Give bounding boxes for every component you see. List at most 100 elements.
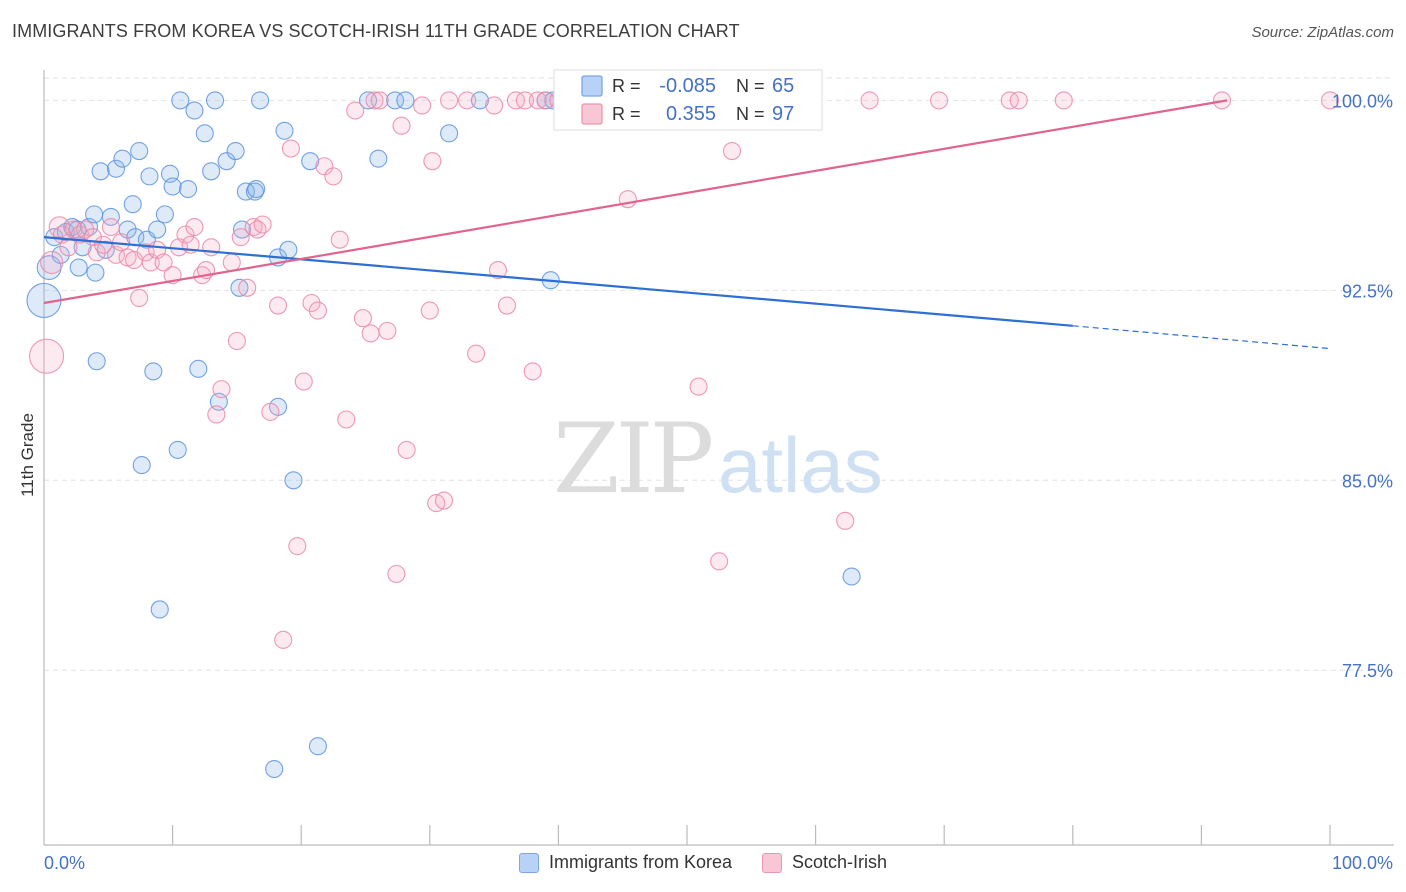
stats-r-value-korea: -0.085 — [659, 75, 716, 97]
point-scotch-irish — [836, 511, 855, 530]
point-korea — [369, 149, 388, 168]
point-scotch-irish — [29, 338, 65, 374]
point-scotch-irish — [76, 220, 95, 239]
y-tick-label: 100.0% — [1332, 91, 1393, 111]
point-scotch-irish — [346, 101, 365, 120]
x-tick-labels: 0.0% 100.0% — [44, 853, 1393, 873]
point-korea — [85, 205, 104, 224]
point-scotch-irish — [467, 344, 486, 363]
point-scotch-irish — [722, 141, 742, 161]
y-tick-labels: 77.5% 85.0% 92.5% 100.0% — [1332, 91, 1393, 681]
legend-label-scotch-irish: Scotch-Irish — [792, 852, 888, 872]
legend-swatch-scotch-irish — [762, 852, 783, 873]
point-korea — [155, 205, 174, 224]
legend-item-scotch-irish[interactable]: Scotch-Irish — [762, 852, 887, 873]
point-scotch-irish — [248, 220, 267, 239]
legend-item-korea[interactable]: Immigrants from Korea — [518, 852, 732, 873]
point-scotch-irish — [130, 288, 149, 307]
stats-n-label-scotch-irish: N = — [736, 104, 765, 124]
point-scotch-irish — [227, 331, 246, 351]
point-scotch-irish — [324, 167, 343, 186]
point-scotch-irish — [330, 230, 349, 249]
point-scotch-irish — [94, 235, 113, 254]
point-korea — [842, 567, 861, 586]
x-tick-label-min: 0.0% — [44, 853, 85, 873]
point-korea — [440, 124, 459, 143]
legend-swatch-korea — [518, 852, 539, 873]
point-scotch-irish — [423, 152, 442, 171]
trend-line-scotch-irish — [43, 99, 1228, 305]
point-scotch-irish — [497, 296, 517, 315]
point-scotch-irish — [370, 91, 389, 110]
point-korea — [470, 91, 490, 110]
point-korea — [140, 167, 159, 186]
point-scotch-irish — [930, 91, 949, 110]
point-korea — [123, 195, 142, 214]
point-scotch-irish — [523, 362, 542, 381]
point-korea — [101, 207, 120, 226]
point-scotch-irish — [253, 215, 272, 234]
point-korea — [178, 179, 198, 199]
point-scotch-irish — [458, 91, 477, 110]
y-tick-label: 92.5% — [1342, 281, 1393, 301]
point-scotch-irish — [101, 217, 120, 237]
point-scotch-irish — [361, 324, 380, 343]
point-scotch-irish — [294, 372, 313, 391]
point-scotch-irish — [420, 301, 439, 320]
stats-legend: R = -0.085 N = 65 R = 0.355 N = 97 — [553, 69, 823, 131]
point-scotch-irish — [288, 537, 307, 556]
point-scotch-irish — [302, 293, 321, 313]
point-scotch-irish — [231, 228, 250, 247]
point-korea — [132, 456, 151, 475]
point-korea — [202, 162, 221, 181]
point-korea — [205, 91, 225, 110]
point-scotch-irish — [397, 440, 416, 459]
point-scotch-irish — [365, 91, 384, 110]
stats-r-label-scotch-irish: R = — [612, 104, 641, 124]
point-scotch-irish — [202, 238, 221, 257]
gridlines — [44, 77, 1390, 671]
point-korea — [230, 278, 249, 297]
point-korea — [308, 737, 327, 756]
point-scotch-irish — [238, 278, 257, 297]
point-scotch-irish — [315, 157, 334, 176]
point-scotch-irish — [413, 96, 432, 115]
point-korea — [87, 352, 106, 371]
point-korea — [386, 91, 405, 110]
point-korea — [86, 263, 105, 282]
point-korea — [284, 471, 303, 490]
stats-n-label-korea: N = — [736, 76, 765, 96]
point-scotch-irish — [212, 380, 231, 399]
point-korea — [163, 177, 182, 196]
point-scotch-irish — [378, 321, 397, 340]
stats-swatch-scotch-irish — [581, 103, 603, 125]
point-scotch-irish — [222, 253, 241, 272]
point-scotch-irish — [337, 410, 356, 429]
point-scotch-irish — [1320, 91, 1340, 110]
trend-line-korea-extension — [1072, 325, 1331, 350]
point-korea — [275, 121, 294, 140]
point-scotch-irish — [261, 402, 280, 421]
point-scotch-irish — [136, 243, 155, 262]
point-korea — [69, 258, 88, 277]
y-tick-label: 85.0% — [1342, 471, 1393, 491]
point-scotch-irish — [1054, 91, 1073, 110]
point-scotch-irish — [40, 250, 64, 275]
point-korea — [171, 91, 190, 110]
point-korea — [189, 359, 208, 378]
point-scotch-irish — [1009, 91, 1028, 110]
point-scotch-irish — [515, 91, 535, 110]
point-scotch-irish — [308, 301, 327, 320]
point-korea — [168, 440, 187, 459]
point-korea — [217, 152, 236, 171]
point-korea — [250, 91, 270, 110]
stats-n-value-korea: 65 — [772, 75, 794, 97]
point-scotch-irish — [488, 261, 508, 280]
watermark-atlas: atlas — [718, 421, 883, 509]
point-korea — [195, 124, 214, 143]
point-scotch-irish — [528, 91, 547, 110]
watermark: ZIP atlas — [553, 403, 883, 515]
stats-r-label-korea: R = — [612, 76, 641, 96]
point-scotch-irish — [387, 564, 406, 584]
trend-line-korea — [43, 236, 1073, 327]
